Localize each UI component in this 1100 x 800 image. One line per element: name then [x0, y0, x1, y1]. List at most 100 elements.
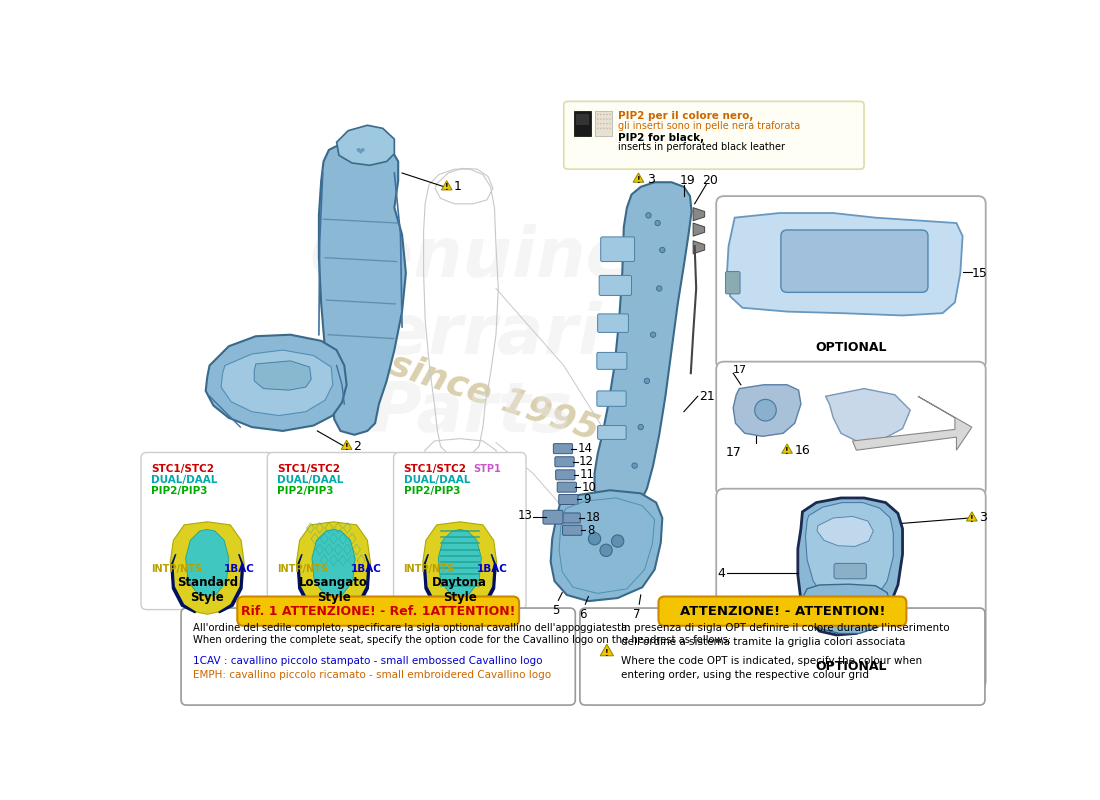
- FancyBboxPatch shape: [267, 453, 399, 610]
- Polygon shape: [798, 498, 902, 635]
- Circle shape: [600, 118, 602, 120]
- FancyBboxPatch shape: [561, 513, 581, 523]
- Polygon shape: [817, 517, 873, 546]
- Text: 12: 12: [580, 455, 594, 468]
- Text: INTP/NTS: INTP/NTS: [404, 564, 454, 574]
- Text: ATTENZIONE! - ATTENTION!: ATTENZIONE! - ATTENTION!: [680, 605, 886, 618]
- FancyBboxPatch shape: [182, 608, 575, 705]
- Text: When ordering the complete seat, specify the option code for the Cavallino logo : When ordering the complete seat, specify…: [192, 635, 730, 645]
- Text: 1CAV : cavallino piccolo stampato - small embossed Cavallino logo: 1CAV : cavallino piccolo stampato - smal…: [192, 656, 542, 666]
- Text: 1BAC: 1BAC: [351, 564, 382, 574]
- Circle shape: [606, 114, 607, 115]
- Circle shape: [646, 213, 651, 218]
- FancyBboxPatch shape: [597, 314, 628, 332]
- Text: 14: 14: [578, 442, 593, 455]
- Text: 18: 18: [585, 511, 601, 525]
- Text: !: !: [444, 183, 449, 193]
- Polygon shape: [341, 440, 352, 450]
- Text: 16: 16: [794, 444, 811, 457]
- Polygon shape: [601, 644, 614, 656]
- Polygon shape: [312, 530, 355, 597]
- Circle shape: [755, 399, 777, 421]
- Polygon shape: [337, 126, 395, 166]
- Text: ❤: ❤: [355, 146, 364, 157]
- FancyBboxPatch shape: [563, 102, 865, 169]
- Polygon shape: [801, 584, 890, 634]
- Circle shape: [603, 114, 605, 115]
- Polygon shape: [170, 554, 197, 614]
- Text: PIP2 for black,: PIP2 for black,: [618, 133, 704, 143]
- Text: !: !: [605, 649, 608, 658]
- Circle shape: [597, 114, 598, 115]
- Polygon shape: [441, 181, 452, 190]
- Circle shape: [603, 127, 605, 129]
- Polygon shape: [733, 385, 801, 436]
- Text: 6: 6: [580, 608, 586, 621]
- Text: In presenza di sigla OPT definire il colore durante l'inserimento: In presenza di sigla OPT definire il col…: [620, 622, 949, 633]
- FancyBboxPatch shape: [716, 196, 986, 370]
- Polygon shape: [170, 522, 244, 614]
- Text: PIP2/PIP3: PIP2/PIP3: [404, 486, 460, 496]
- Text: 13: 13: [518, 509, 534, 522]
- Text: STC1/STC2: STC1/STC2: [151, 464, 214, 474]
- Text: 7: 7: [634, 608, 640, 621]
- Circle shape: [606, 123, 607, 125]
- Text: EMPH: cavallino piccolo ricamato - small embroidered Cavallino logo: EMPH: cavallino piccolo ricamato - small…: [192, 670, 551, 680]
- FancyBboxPatch shape: [597, 391, 626, 406]
- FancyBboxPatch shape: [543, 510, 563, 524]
- Text: 11: 11: [580, 468, 595, 482]
- Text: Rif. 1 ATTENZIONE! - Ref. 1ATTENTION!: Rif. 1 ATTENZIONE! - Ref. 1ATTENTION!: [241, 605, 516, 618]
- FancyBboxPatch shape: [558, 482, 576, 492]
- Text: Standard
Style: Standard Style: [177, 577, 238, 605]
- Circle shape: [600, 127, 602, 129]
- Polygon shape: [805, 502, 893, 606]
- Polygon shape: [422, 554, 449, 614]
- FancyBboxPatch shape: [726, 271, 740, 294]
- Text: STC1/STC2: STC1/STC2: [277, 464, 340, 474]
- Circle shape: [600, 544, 613, 557]
- Circle shape: [645, 378, 650, 383]
- Text: 10: 10: [582, 481, 596, 494]
- Circle shape: [600, 123, 602, 125]
- Polygon shape: [693, 223, 705, 236]
- FancyBboxPatch shape: [559, 494, 578, 505]
- Circle shape: [603, 118, 605, 120]
- FancyBboxPatch shape: [554, 457, 574, 466]
- Circle shape: [600, 114, 602, 115]
- Text: PIP2/PIP3: PIP2/PIP3: [151, 486, 208, 496]
- Text: 3: 3: [647, 173, 654, 186]
- Circle shape: [609, 118, 611, 120]
- FancyBboxPatch shape: [141, 453, 274, 610]
- Text: 19: 19: [680, 174, 695, 187]
- Polygon shape: [471, 554, 497, 614]
- Circle shape: [660, 247, 666, 253]
- FancyBboxPatch shape: [716, 362, 986, 496]
- Text: INTP/NTS: INTP/NTS: [151, 564, 202, 574]
- Text: dell'ordine a sistema tramite la griglia colori associata: dell'ordine a sistema tramite la griglia…: [620, 637, 905, 646]
- Polygon shape: [551, 490, 662, 601]
- Text: DUAL/DAAL: DUAL/DAAL: [151, 475, 218, 485]
- Circle shape: [603, 123, 605, 125]
- Text: Losangato
Style: Losangato Style: [299, 577, 369, 605]
- Text: OPTIONAL: OPTIONAL: [815, 661, 887, 674]
- Text: 2: 2: [353, 440, 362, 453]
- Text: PIP2 per il colore nero,: PIP2 per il colore nero,: [618, 111, 754, 122]
- Text: since 1995: since 1995: [385, 346, 604, 446]
- FancyBboxPatch shape: [834, 563, 867, 578]
- Polygon shape: [825, 389, 911, 441]
- Polygon shape: [594, 182, 692, 517]
- Text: Where the code OPT is indicated, specify the colour when: Where the code OPT is indicated, specify…: [620, 656, 922, 666]
- Text: Genuine
Ferrari
Parts: Genuine Ferrari Parts: [309, 223, 634, 446]
- Text: entering order, using the respective colour grid: entering order, using the respective col…: [620, 670, 869, 680]
- Polygon shape: [218, 554, 244, 614]
- Text: 17: 17: [733, 365, 747, 375]
- FancyBboxPatch shape: [659, 597, 906, 626]
- FancyBboxPatch shape: [238, 597, 519, 626]
- FancyBboxPatch shape: [716, 489, 986, 689]
- Circle shape: [638, 425, 644, 430]
- Polygon shape: [422, 522, 497, 614]
- Polygon shape: [438, 530, 482, 597]
- FancyBboxPatch shape: [394, 453, 526, 610]
- Polygon shape: [254, 361, 311, 390]
- Text: 20: 20: [703, 174, 718, 187]
